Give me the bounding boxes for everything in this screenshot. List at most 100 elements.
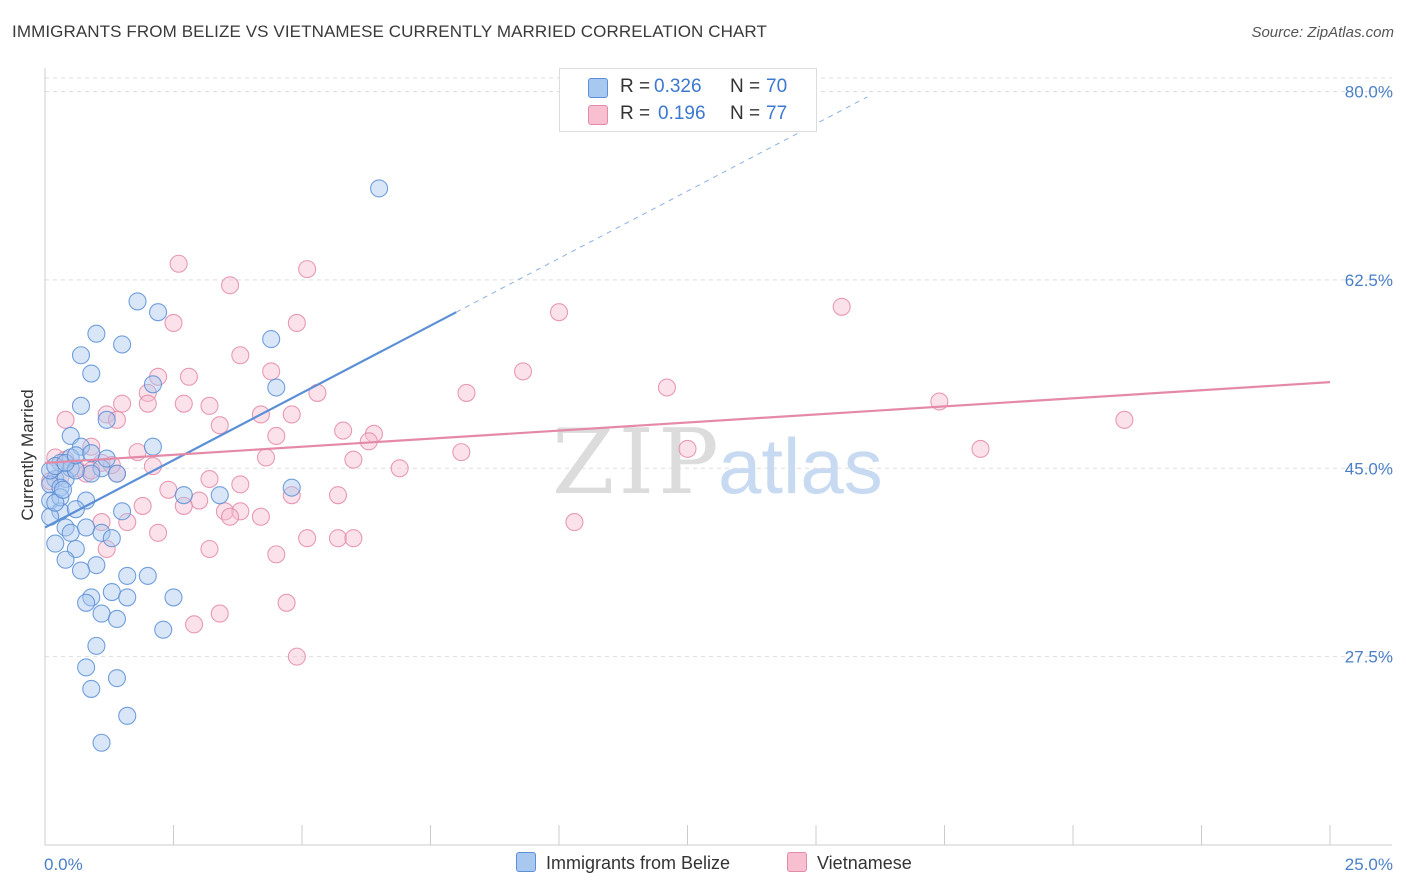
data-point — [220, 276, 240, 295]
data-point — [92, 733, 111, 752]
grid-lines — [45, 77, 1392, 658]
tick-labels: 27.5% 45.0% 62.5% 80.0% 0.0% 25.0% — [44, 83, 1393, 874]
legend-n-label: N = — [730, 103, 761, 124]
data-point — [678, 439, 697, 458]
data-point — [71, 346, 91, 365]
data-point — [149, 523, 168, 542]
data-point — [82, 364, 101, 383]
data-point — [370, 179, 389, 198]
data-point — [138, 383, 157, 402]
bottom-legend-label-vietnamese: Vietnamese — [817, 853, 912, 873]
data-point — [107, 609, 127, 629]
data-point — [179, 367, 198, 386]
trend-lines — [44, 96, 1331, 529]
data-point — [164, 588, 183, 607]
legend-n-value: 77 — [766, 103, 788, 124]
data-point — [971, 439, 990, 458]
data-point — [118, 706, 137, 725]
axes — [44, 68, 1392, 846]
data-point — [200, 396, 219, 415]
data-point — [174, 496, 193, 515]
data-point — [118, 513, 137, 532]
data-point — [210, 604, 229, 623]
x-tick-label-max: 25.0% — [1345, 855, 1393, 874]
data-point — [102, 582, 121, 602]
bottom-legend-swatch-vietnamese — [787, 852, 807, 872]
data-point — [287, 313, 306, 333]
data-point — [97, 410, 116, 429]
data-point — [82, 679, 101, 698]
data-point — [128, 292, 147, 311]
data-point — [159, 480, 178, 499]
data-point — [298, 529, 317, 548]
data-point — [56, 550, 75, 569]
data-point — [118, 566, 137, 585]
data-point — [231, 346, 250, 365]
data-point — [267, 545, 286, 564]
data-point — [169, 254, 188, 273]
data-point — [200, 539, 219, 559]
data-point — [97, 539, 116, 559]
data-point — [287, 647, 306, 666]
data-point — [262, 330, 281, 349]
data-point — [138, 566, 157, 585]
legend-r-label: R = — [620, 103, 651, 124]
data-point — [334, 421, 353, 440]
data-point — [82, 464, 101, 483]
bottom-legend-swatch-belize — [516, 852, 536, 872]
data-point — [328, 529, 348, 548]
data-point — [210, 416, 229, 435]
source-label: Source: ZipAtlas.com — [1251, 24, 1394, 41]
data-point — [71, 396, 91, 415]
watermark: ZIP atlas — [552, 410, 883, 515]
data-point — [832, 297, 851, 316]
data-point — [92, 523, 111, 542]
correlation-legend: R = 0.326 N = 70 R = 0.196 N = 77 — [559, 68, 817, 132]
bottom-legend-belize: Immigrants from Belize — [516, 852, 730, 874]
data-point — [107, 669, 127, 688]
data-point — [185, 615, 204, 634]
y-axis-label: Currently Married — [18, 389, 37, 520]
legend-swatch-vietnamese — [588, 105, 608, 125]
data-point — [107, 464, 127, 483]
data-point — [77, 593, 96, 612]
data-point — [71, 561, 91, 580]
data-point — [282, 478, 301, 497]
data-point — [210, 486, 229, 505]
chart-title: IMMIGRANTS FROM BELIZE VS VIETNAMESE CUR… — [12, 22, 767, 41]
legend-n-value: 70 — [766, 76, 788, 97]
data-point — [390, 459, 409, 478]
data-point — [457, 383, 476, 402]
data-point — [46, 534, 65, 553]
data-point — [113, 394, 132, 413]
y-tick-label: 62.5% — [1345, 271, 1393, 290]
watermark-zip: ZIP — [552, 410, 723, 515]
data-point — [77, 518, 96, 537]
data-point — [282, 486, 301, 505]
data-point — [344, 529, 363, 548]
series-immigrants-from-belize — [41, 179, 389, 752]
data-point — [231, 475, 250, 494]
legend-n-label: N = — [730, 76, 761, 97]
data-point — [174, 394, 193, 413]
data-point — [113, 335, 132, 354]
data-point — [174, 486, 193, 505]
bottom-legend-vietnamese: Vietnamese — [787, 852, 912, 874]
data-point — [87, 636, 106, 655]
data-point — [107, 410, 127, 429]
data-point — [102, 529, 121, 548]
legend-r-value: 0.326 — [654, 76, 702, 97]
data-point — [452, 443, 471, 462]
data-point — [200, 469, 219, 489]
data-point — [61, 523, 80, 542]
data-point — [113, 502, 132, 521]
data-point — [133, 496, 152, 515]
data-point — [344, 450, 363, 469]
data-point — [549, 303, 569, 322]
trend-line — [44, 311, 457, 529]
data-point — [149, 303, 168, 322]
watermark-atlas: atlas — [718, 422, 883, 510]
data-point — [256, 448, 276, 467]
data-point — [298, 260, 317, 279]
